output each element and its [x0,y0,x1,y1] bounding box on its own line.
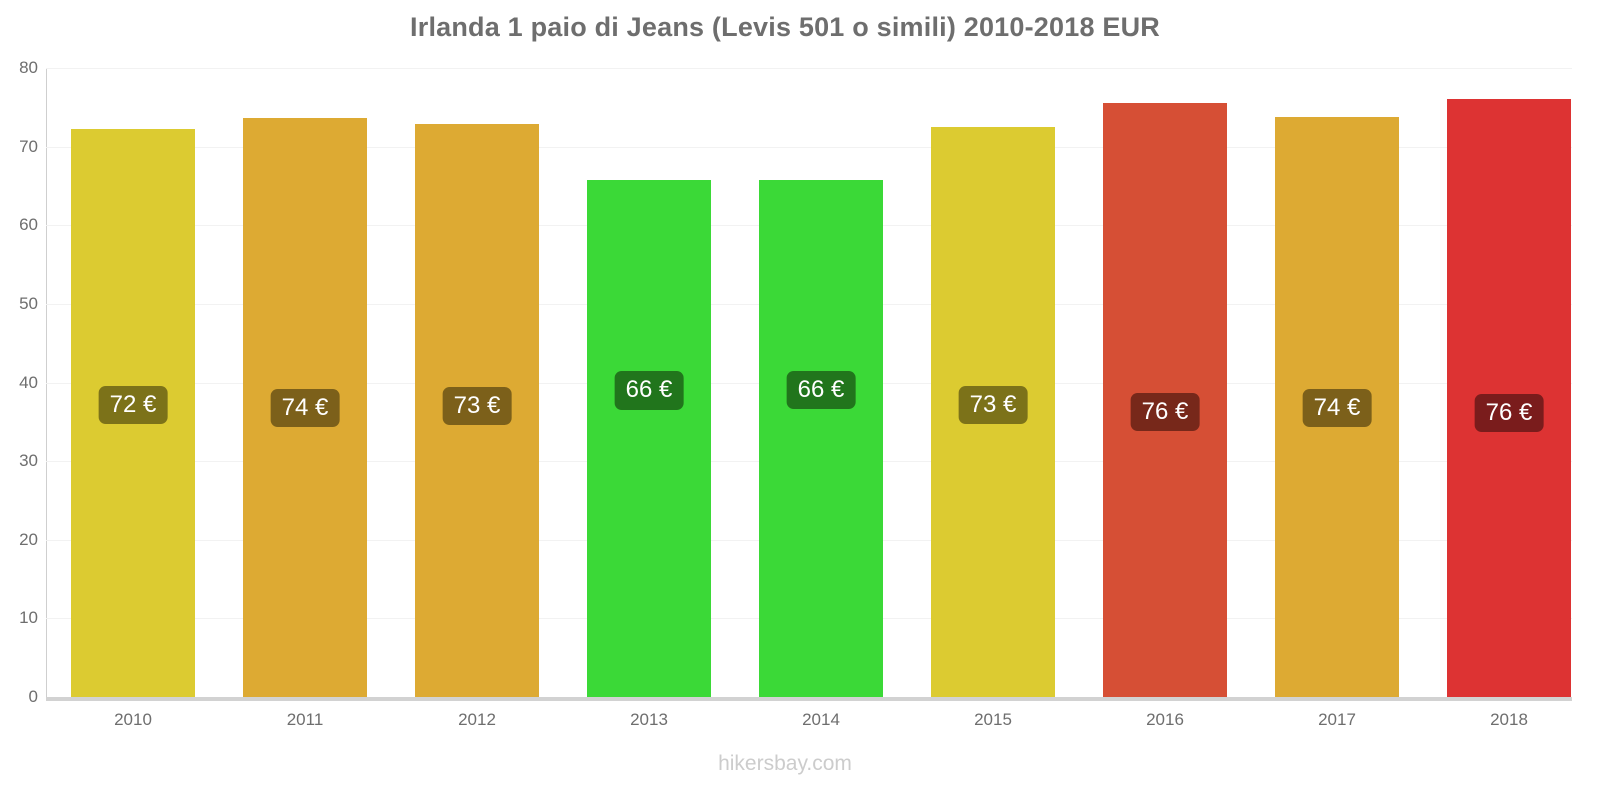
bar-value-label: 66 € [614,371,684,410]
y-tick-label: 70 [19,136,38,156]
bar[interactable]: 72 € [71,128,195,697]
y-tick-label: 60 [19,215,38,235]
x-axis-line [46,697,1572,701]
bar[interactable]: 73 € [415,123,539,697]
x-tick-label: 2017 [1318,710,1356,729]
bar[interactable]: 73 € [931,126,1055,697]
gridline [46,146,1572,148]
bar-value-label: 72 € [98,385,168,424]
bar-value-label: 76 € [1130,392,1200,432]
x-tick-label: 2014 [802,710,840,729]
bar[interactable]: 66 € [759,180,883,697]
bar-rect [759,180,883,697]
bar[interactable]: 76 € [1103,102,1227,697]
x-tick-label: 2015 [974,710,1012,729]
y-tick-label: 20 [19,529,38,549]
bar[interactable]: 74 € [243,118,367,697]
bar-value-label: 73 € [442,387,512,426]
bar-value-label: 66 € [786,371,856,410]
y-tick-label: 30 [19,451,38,471]
bar-value-label: 76 € [1474,393,1544,433]
bar-rect [587,179,711,697]
y-tick-label: 0 [28,687,38,706]
bar-value-label: 74 € [270,388,340,427]
bar[interactable]: 66 € [587,179,711,697]
y-tick-label: 40 [19,372,38,392]
y-axis: 0 10 20 30 40 50 60 70 80 [0,58,38,706]
y-tick-label: 80 [19,58,38,77]
y-tick-label: 50 [19,293,38,313]
x-tick-label: 2013 [630,710,668,729]
x-tick-label: 2012 [458,710,496,729]
bar-value-label: 74 € [1302,389,1372,428]
x-tick-label: 2018 [1490,710,1528,729]
footer-credit: hikersbay.com [718,752,852,775]
bar[interactable]: 76 € [1447,99,1571,697]
chart-title: Irlanda 1 paio di Jeans (Levis 501 o sim… [410,12,1160,42]
bar[interactable]: 74 € [1275,116,1399,697]
x-tick-label: 2016 [1146,710,1184,729]
plot-area: 72 € 74 € 73 € 66 € 66 € 73 € 76 € 74 € 76 € [46,68,1572,697]
gridline [46,68,1572,69]
bar-value-label: 73 € [958,386,1028,425]
x-tick-label: 2010 [114,710,152,729]
y-axis-line [46,68,47,699]
y-tick-label: 10 [19,608,38,628]
x-tick-label: 2011 [286,710,324,729]
